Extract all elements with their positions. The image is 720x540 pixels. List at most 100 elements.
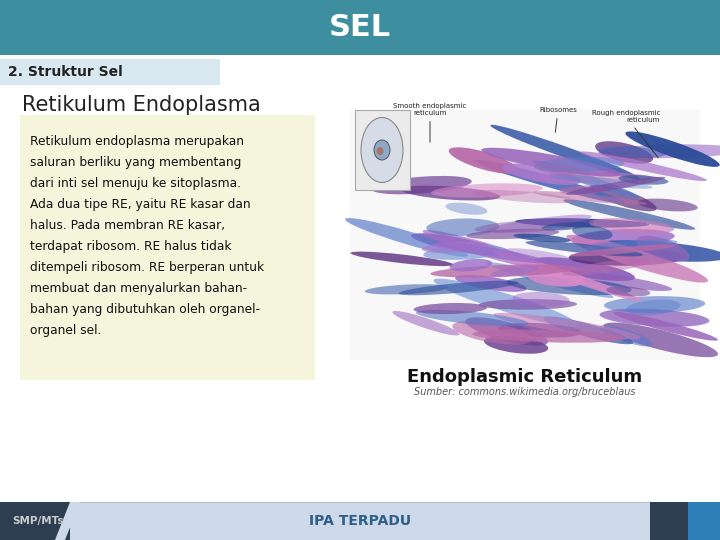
Ellipse shape xyxy=(600,309,709,327)
Ellipse shape xyxy=(374,140,390,160)
Ellipse shape xyxy=(584,239,678,252)
Text: Ribosomes: Ribosomes xyxy=(539,107,577,132)
Polygon shape xyxy=(0,502,70,540)
Ellipse shape xyxy=(589,218,674,234)
Ellipse shape xyxy=(490,125,640,179)
Ellipse shape xyxy=(455,275,526,292)
Ellipse shape xyxy=(433,279,578,327)
Text: Retikulum endoplasma merupakan: Retikulum endoplasma merupakan xyxy=(30,135,244,148)
Ellipse shape xyxy=(392,311,459,335)
Bar xyxy=(0,59,220,85)
Ellipse shape xyxy=(515,218,649,227)
Ellipse shape xyxy=(474,219,594,233)
Ellipse shape xyxy=(487,214,592,232)
Ellipse shape xyxy=(486,262,613,298)
Ellipse shape xyxy=(416,310,529,326)
Ellipse shape xyxy=(606,286,650,296)
Ellipse shape xyxy=(503,248,573,262)
Ellipse shape xyxy=(431,264,577,278)
Ellipse shape xyxy=(613,312,718,341)
Ellipse shape xyxy=(618,175,668,185)
Ellipse shape xyxy=(399,281,518,295)
Bar xyxy=(355,110,410,190)
Ellipse shape xyxy=(526,241,643,256)
Ellipse shape xyxy=(472,190,575,203)
Ellipse shape xyxy=(345,218,468,257)
Text: 2. Struktur Sel: 2. Struktur Sel xyxy=(8,65,122,79)
Ellipse shape xyxy=(626,131,720,167)
Ellipse shape xyxy=(595,141,653,164)
Bar xyxy=(20,115,315,380)
Text: ditempeli ribosom. RE berperan untuk: ditempeli ribosom. RE berperan untuk xyxy=(30,261,264,274)
Polygon shape xyxy=(650,502,720,540)
Ellipse shape xyxy=(371,176,472,194)
Ellipse shape xyxy=(426,218,499,236)
Ellipse shape xyxy=(492,250,642,302)
Ellipse shape xyxy=(411,233,503,255)
Ellipse shape xyxy=(569,249,687,266)
Ellipse shape xyxy=(580,151,707,181)
Text: IPA TERPADU: IPA TERPADU xyxy=(309,514,411,528)
Ellipse shape xyxy=(603,322,718,357)
Text: bahan yang dibutuhkan oleh organel-: bahan yang dibutuhkan oleh organel- xyxy=(30,303,260,316)
Text: saluran berliku yang membentang: saluran berliku yang membentang xyxy=(30,156,241,169)
Ellipse shape xyxy=(533,191,647,205)
Text: dari inti sel menuju ke sitoplasma.: dari inti sel menuju ke sitoplasma. xyxy=(30,177,241,190)
Bar xyxy=(0,502,720,540)
Ellipse shape xyxy=(534,157,624,172)
Ellipse shape xyxy=(604,296,706,313)
Text: SMP/MTs: SMP/MTs xyxy=(12,516,63,526)
Text: halus. Pada membran RE kasar,: halus. Pada membran RE kasar, xyxy=(30,219,225,232)
Ellipse shape xyxy=(590,185,657,211)
Ellipse shape xyxy=(423,245,507,260)
Ellipse shape xyxy=(572,225,613,240)
Ellipse shape xyxy=(541,222,590,231)
Text: Rough endoplasmic
reticulum: Rough endoplasmic reticulum xyxy=(592,110,660,158)
Ellipse shape xyxy=(472,329,625,343)
Ellipse shape xyxy=(563,199,696,230)
Ellipse shape xyxy=(513,292,570,307)
Ellipse shape xyxy=(570,245,675,256)
Ellipse shape xyxy=(449,259,492,272)
Ellipse shape xyxy=(637,199,698,212)
Ellipse shape xyxy=(592,240,720,262)
Ellipse shape xyxy=(598,146,666,158)
Text: Endoplasmic Reticulum: Endoplasmic Reticulum xyxy=(408,368,642,386)
Ellipse shape xyxy=(452,321,532,345)
Ellipse shape xyxy=(493,313,641,340)
Ellipse shape xyxy=(572,229,675,247)
Polygon shape xyxy=(55,502,80,540)
Ellipse shape xyxy=(533,163,581,175)
Ellipse shape xyxy=(636,235,689,262)
Ellipse shape xyxy=(533,160,639,198)
Ellipse shape xyxy=(446,202,487,215)
Ellipse shape xyxy=(413,303,487,314)
Ellipse shape xyxy=(559,185,605,195)
Ellipse shape xyxy=(465,318,548,346)
Ellipse shape xyxy=(351,252,454,266)
Ellipse shape xyxy=(531,172,652,183)
Text: Retikulum Endoplasma: Retikulum Endoplasma xyxy=(22,95,261,115)
Ellipse shape xyxy=(562,259,650,276)
Ellipse shape xyxy=(490,266,539,277)
Polygon shape xyxy=(688,502,720,540)
Ellipse shape xyxy=(506,277,631,295)
Ellipse shape xyxy=(361,118,403,183)
Ellipse shape xyxy=(513,234,571,242)
Text: organel sel.: organel sel. xyxy=(30,324,102,337)
Ellipse shape xyxy=(499,323,582,338)
Text: membuat dan menyalurkan bahan-: membuat dan menyalurkan bahan- xyxy=(30,282,247,295)
Ellipse shape xyxy=(566,235,708,282)
Text: terdapat ribosom. RE halus tidak: terdapat ribosom. RE halus tidak xyxy=(30,240,232,253)
Text: Smooth endoplasmic
reticulum: Smooth endoplasmic reticulum xyxy=(393,103,467,142)
Ellipse shape xyxy=(484,336,549,354)
Ellipse shape xyxy=(473,159,625,204)
Ellipse shape xyxy=(377,147,384,155)
Ellipse shape xyxy=(626,300,680,315)
Ellipse shape xyxy=(544,316,633,345)
Ellipse shape xyxy=(401,186,500,200)
Ellipse shape xyxy=(467,229,559,239)
Bar xyxy=(350,110,700,360)
Bar xyxy=(0,0,720,55)
Ellipse shape xyxy=(534,257,635,281)
